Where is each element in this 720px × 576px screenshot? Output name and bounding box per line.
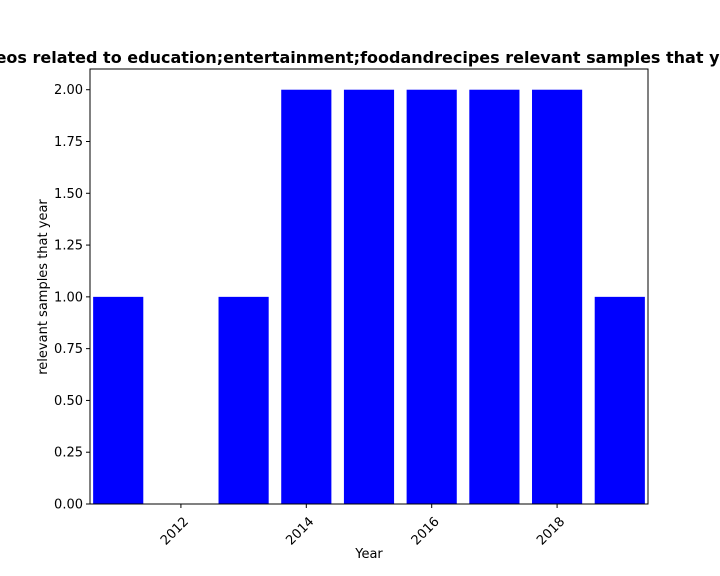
y-tick-label: 1.75 [54, 135, 83, 150]
bar-2016 [406, 89, 457, 504]
y-axis-label: relevant samples that year [36, 199, 51, 375]
bar-2018 [532, 89, 583, 504]
bar-2011 [93, 296, 144, 504]
plot-frame [89, 68, 649, 505]
x-axis-label: Year [354, 547, 383, 562]
bars-group [93, 89, 645, 504]
y-tick-label: 1.25 [54, 239, 83, 254]
bar-2013 [218, 296, 269, 504]
y-tick-label: 1.50 [54, 187, 83, 202]
y-tick-label: 0.25 [54, 446, 83, 461]
chart-title: Videos related to education;entertainmen… [0, 48, 720, 67]
bar-2017 [469, 89, 520, 504]
y-tick-label: 0.00 [54, 498, 83, 513]
y-tick-label: 2.00 [54, 83, 83, 98]
bar-2015 [343, 89, 395, 504]
bar-2019 [594, 296, 645, 504]
y-tick-label: 0.50 [54, 394, 83, 409]
y-axis-ticks: 0.00 0.25 0.50 0.75 1.00 1.25 1.50 1.75 2.00 [54, 83, 90, 513]
bar-2014 [281, 89, 332, 504]
y-tick-label: 0.75 [54, 342, 83, 357]
y-tick-label: 1.00 [54, 290, 83, 305]
